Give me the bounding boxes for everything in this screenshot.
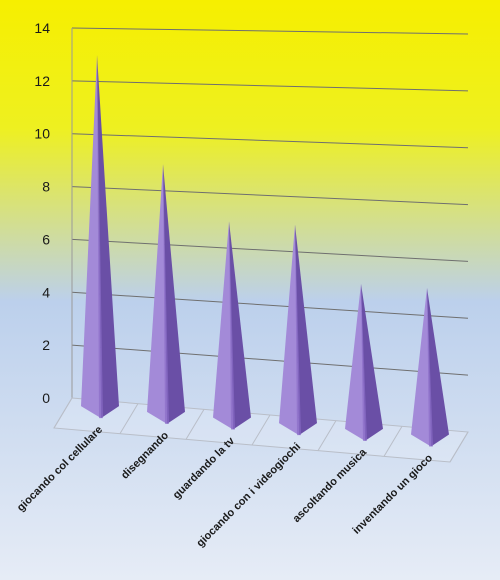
gridline	[71, 133, 469, 149]
bar-ridge	[97, 55, 103, 419]
bar-face-right	[427, 287, 449, 447]
bar-face-left	[213, 221, 233, 430]
floor-divider	[251, 414, 271, 446]
bars	[81, 55, 449, 447]
bar-face-left	[279, 224, 299, 436]
gridline	[71, 291, 469, 319]
bar-ridge	[295, 224, 301, 436]
y-tick-label: 10	[34, 126, 50, 142]
bar-6	[411, 287, 449, 447]
bar-ridge	[361, 283, 367, 441]
bar-face-right	[229, 221, 251, 430]
bar-face-right	[361, 283, 383, 441]
y-tick-label: 14	[34, 20, 50, 36]
bar-face-right	[163, 164, 185, 424]
bar-3	[213, 221, 251, 430]
gridline	[71, 344, 469, 376]
bar-face-right	[295, 224, 317, 436]
gridline	[71, 80, 469, 92]
y-tick-label: 6	[42, 231, 50, 247]
floor-divider	[119, 403, 139, 434]
bar-face-left	[411, 287, 431, 447]
y-tick-label: 8	[42, 179, 50, 195]
bar-face-left	[345, 283, 365, 441]
bar-ridge	[427, 287, 433, 447]
bar-ridge	[229, 221, 235, 430]
bar-face-left	[81, 55, 101, 419]
y-tick-label: 0	[42, 390, 50, 406]
bar-5	[345, 283, 383, 441]
y-tick-label: 4	[42, 284, 50, 300]
floor-divider	[53, 397, 73, 429]
bar-1	[81, 55, 119, 419]
y-tick-label: 12	[34, 73, 50, 89]
bar-face-left	[147, 164, 167, 424]
bar-4	[279, 224, 317, 436]
gridline	[71, 27, 469, 35]
floor-divider	[185, 409, 205, 440]
floor-divider	[317, 420, 337, 451]
bar-face-right	[97, 55, 119, 419]
y-tick-label: 2	[42, 337, 50, 353]
gridline	[71, 238, 469, 262]
bar-ridge	[163, 164, 169, 424]
bar-2	[147, 164, 185, 424]
y-tick-labels: 0 2 4 6 8 10 12 14	[34, 20, 50, 406]
floor-divider	[383, 426, 403, 457]
floor-divider	[449, 431, 469, 463]
gridline	[71, 186, 469, 206]
gridlines	[71, 27, 469, 376]
